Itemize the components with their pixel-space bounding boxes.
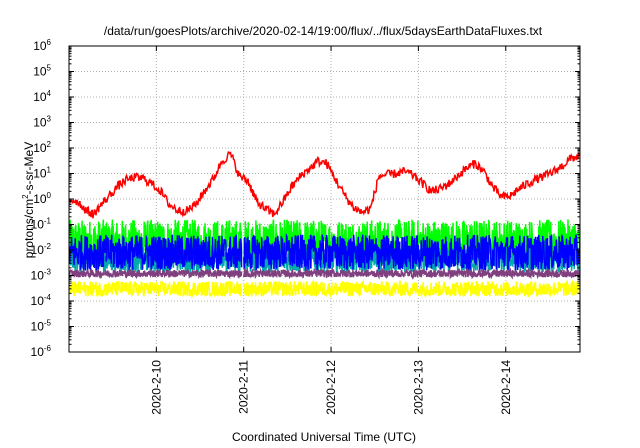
x-tick-label: 2020-2-12 <box>324 360 338 415</box>
series-line <box>69 267 580 281</box>
series-line <box>69 278 580 299</box>
series-line <box>69 151 580 219</box>
x-tick-label: 2020-2-14 <box>499 360 513 415</box>
y-tick-label: 103 <box>33 115 51 130</box>
series-layer <box>69 151 580 299</box>
y-tick-label: 102 <box>33 140 51 155</box>
x-tick-label: 2020-2-13 <box>411 360 425 415</box>
series-line <box>69 232 580 272</box>
x-axis-title: Coordinated Universal Time (UTC) <box>232 430 416 444</box>
y-tick-label: 105 <box>33 64 51 79</box>
x-axis: 2020-2-10 2020-2-11 2020-2-12 2020-2-13 2020… <box>149 46 513 415</box>
y-tick-label: 101 <box>33 166 51 181</box>
y-tick-label: 10-6 <box>31 344 52 359</box>
y-tick-label: 10-2 <box>31 242 52 257</box>
y-tick-label: 104 <box>33 89 51 104</box>
y-tick-label: 10-5 <box>31 319 52 334</box>
y-tick-label: 106 <box>33 38 51 53</box>
x-tick-label: 2020-2-11 <box>237 360 251 414</box>
y-axis: 10-6 10-5 10-4 10-3 10-2 10-1 100 101 102 103 104 1… <box>31 38 580 359</box>
chart-title: /data/run/goesPlots/archive/2020-02-14/1… <box>104 24 543 38</box>
y-axis-title: protons/cm2-s-sr-MeV <box>21 142 36 258</box>
y-tick-label: 10-4 <box>31 293 52 308</box>
x-tick-label: 2020-2-10 <box>149 360 163 415</box>
grid-lines <box>69 46 580 352</box>
y-tick-label: 10-3 <box>31 268 52 283</box>
y-tick-label: 100 <box>33 191 51 206</box>
y-tick-label: 10-1 <box>31 217 52 232</box>
